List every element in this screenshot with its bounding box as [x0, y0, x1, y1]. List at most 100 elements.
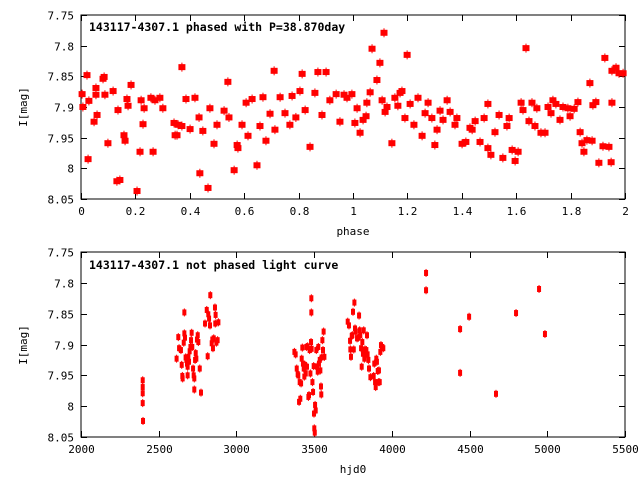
data-point-errorbar — [525, 43, 527, 53]
data-point-errorbar — [296, 364, 298, 373]
data-point-errorbar — [573, 104, 575, 114]
data-point-errorbar — [227, 77, 229, 87]
data-point-errorbar — [562, 102, 564, 112]
data-point-errorbar — [550, 108, 552, 118]
data-point-errorbar — [356, 103, 358, 113]
data-point-errorbar — [479, 137, 481, 147]
data-point-errorbar — [604, 53, 606, 63]
y-tick-label: 7.75 — [48, 10, 75, 23]
data-point-errorbar — [208, 314, 210, 323]
data-point-errorbar — [579, 127, 581, 137]
data-point-errorbar — [494, 127, 496, 137]
data-point-errorbar — [540, 128, 542, 138]
data-point-errorbar — [365, 346, 367, 355]
data-point-errorbar — [143, 103, 145, 113]
data-point-errorbar — [483, 113, 485, 123]
data-point-errorbar — [309, 369, 311, 378]
data-point-errorbar — [301, 343, 303, 352]
x-tick-label: 1.2 — [398, 205, 418, 218]
data-point-errorbar — [176, 130, 178, 140]
data-point-errorbar — [323, 327, 325, 336]
y-tick-label: 8.05 — [48, 432, 75, 445]
data-point-errorbar — [176, 354, 178, 363]
data-point-errorbar — [317, 342, 319, 351]
data-point-errorbar — [622, 68, 624, 78]
data-point-errorbar — [207, 352, 209, 361]
data-point-errorbar — [87, 154, 89, 164]
data-point-errorbar — [339, 117, 341, 127]
data-point-errorbar — [598, 158, 600, 168]
data-point-errorbar — [421, 131, 423, 141]
x-tick-label: 1.8 — [562, 205, 582, 218]
data-point-errorbar — [197, 338, 199, 347]
data-point-errorbar — [191, 328, 193, 337]
data-point-errorbar — [362, 349, 364, 358]
data-point-errorbar — [284, 108, 286, 118]
data-point-errorbar — [367, 350, 369, 359]
x-tick-label: 1.4 — [453, 205, 473, 218]
data-point-errorbar — [299, 86, 301, 96]
data-point-errorbar — [351, 89, 353, 99]
data-point-errorbar — [236, 140, 238, 150]
data-point-errorbar — [348, 321, 350, 330]
data-point-errorbar — [424, 108, 426, 118]
data-point-errorbar — [363, 326, 365, 335]
x-tick-label: 0.2 — [126, 205, 146, 218]
data-point-errorbar — [183, 308, 185, 317]
data-point-errorbar — [313, 362, 315, 371]
data-point-errorbar — [508, 113, 510, 123]
data-point-errorbar — [295, 350, 297, 359]
data-point-errorbar — [439, 106, 441, 116]
phased-plot-title: 143117-4307.1 phased with P=38.870day — [89, 20, 345, 34]
data-point-errorbar — [522, 105, 524, 115]
unphased-plot-ylabel: I[mag] — [17, 325, 30, 365]
data-point-errorbar — [569, 111, 571, 121]
data-point-errorbar — [256, 160, 258, 170]
data-point-errorbar — [371, 44, 373, 54]
data-point-errorbar — [404, 113, 406, 123]
data-point-errorbar — [317, 367, 319, 376]
data-point-errorbar — [96, 110, 98, 120]
data-point-errorbar — [538, 285, 540, 293]
data-point-errorbar — [487, 143, 489, 153]
data-point-errorbar — [311, 344, 313, 353]
data-point-errorbar — [352, 307, 354, 316]
data-point-errorbar — [544, 128, 546, 138]
data-point-errorbar — [303, 372, 305, 381]
data-point-errorbar — [159, 93, 161, 103]
data-point-errorbar — [461, 139, 463, 149]
data-point-errorbar — [310, 338, 312, 347]
data-point-errorbar — [474, 116, 476, 126]
data-point-errorbar — [241, 120, 243, 130]
data-point-errorbar — [384, 107, 386, 117]
data-point-errorbar — [206, 305, 208, 314]
data-point-errorbar — [107, 138, 109, 148]
data-point-errorbar — [315, 346, 317, 355]
data-point-errorbar — [274, 125, 276, 135]
data-point-errorbar — [534, 121, 536, 131]
data-point-errorbar — [187, 371, 189, 380]
data-point-errorbar — [313, 424, 315, 433]
data-point-errorbar — [406, 50, 408, 60]
data-point-errorbar — [321, 353, 323, 362]
data-point-errorbar — [314, 428, 316, 437]
data-point-errorbar — [409, 99, 411, 109]
data-point-errorbar — [88, 96, 90, 106]
data-point-errorbar — [442, 115, 444, 125]
y-tick-label: 7.85 — [48, 71, 75, 84]
data-point-errorbar — [382, 344, 384, 353]
y-tick-label: 7.85 — [48, 309, 75, 322]
data-point-errorbar — [520, 98, 522, 108]
data-point-errorbar — [265, 136, 267, 146]
data-point-errorbar — [162, 103, 164, 113]
data-point-errorbar — [295, 112, 297, 122]
data-point-errorbar — [103, 72, 105, 82]
data-point-errorbar — [213, 334, 215, 343]
data-point-errorbar — [311, 378, 313, 387]
data-point-errorbar — [312, 387, 314, 396]
data-point-errorbar — [320, 382, 322, 391]
data-point-errorbar — [204, 319, 206, 328]
unphased-plot-xlabel: hjd0 — [340, 463, 367, 476]
data-point-errorbar — [465, 137, 467, 147]
